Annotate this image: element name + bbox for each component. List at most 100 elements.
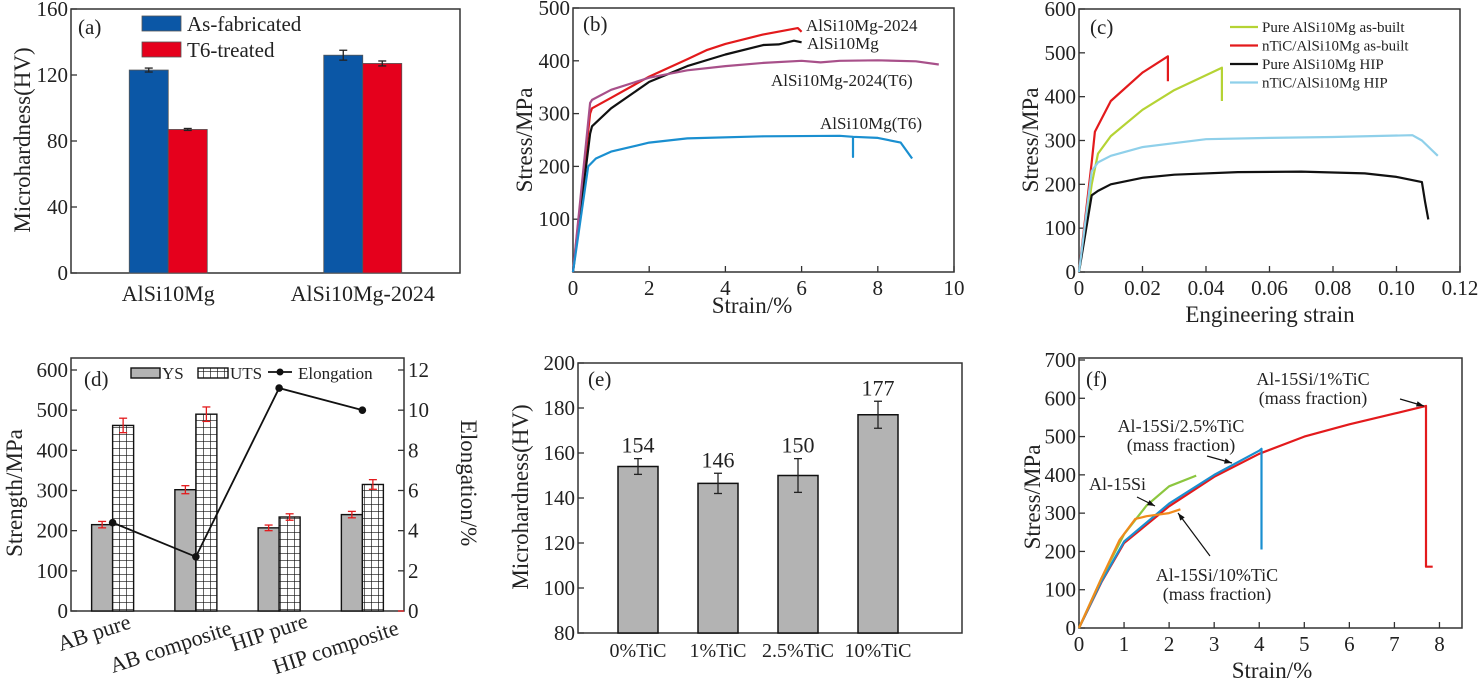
y-tick-label: 300: [539, 102, 571, 126]
arrow-head: [1147, 500, 1155, 506]
data-label: 146: [702, 447, 735, 472]
x-tick-label: 4: [1254, 632, 1265, 656]
x-tick-label: 5: [1299, 632, 1310, 656]
y-tick-label: 400: [539, 49, 571, 73]
y-tick-label: 140: [544, 486, 576, 510]
y-tick-label: 100: [1045, 216, 1077, 240]
x-tick-label: 8: [1434, 632, 1445, 656]
x-tick-label: 0.06: [1251, 276, 1288, 300]
curve-label: Al-15Si/1%TiC: [1256, 369, 1369, 389]
panel-label: (a): [78, 15, 101, 39]
bar-uts: [278, 516, 301, 612]
legend-label: As-fabricated: [187, 12, 302, 36]
y2-tick-label: 10: [408, 398, 429, 422]
curve-label: AlSi10Mg-2024: [806, 16, 918, 35]
x-axis-label: Strain/%: [712, 293, 793, 318]
x-tick-label: 0.02: [1124, 276, 1161, 300]
elongation-line: [112, 387, 363, 558]
bar: [777, 474, 819, 634]
bar-ys: [90, 523, 114, 612]
bar: [697, 482, 739, 634]
y2-tick-label: 6: [408, 479, 419, 503]
curve-label: AlSi10Mg-2024(T6): [771, 71, 913, 90]
y-tick-label: 300: [1045, 129, 1077, 153]
data-label: 154: [622, 433, 655, 458]
y-axis-label: Stress/MPa: [512, 88, 537, 193]
x-category-label: 10%TiC: [844, 640, 911, 662]
y-tick-label: 0: [58, 261, 69, 285]
y2-tick-label: 8: [408, 438, 419, 462]
x-tick-label: 0: [1074, 276, 1085, 300]
legend-label: YS: [162, 364, 184, 383]
x-tick-label: 0: [1074, 632, 1085, 656]
arrow-head: [1416, 401, 1424, 407]
legend-label: nTiC/AlSi10Mg HIP: [1262, 76, 1388, 92]
bar-t6-treated: [362, 63, 403, 274]
y-tick-label: 100: [544, 576, 576, 600]
series-line-3: [1077, 170, 1430, 273]
x-tick-label: 0.04: [1188, 276, 1225, 300]
legend-label: Pure AlSi10Mg HIP: [1262, 57, 1384, 73]
elongation-point: [192, 552, 200, 561]
y-tick-label: 600: [1045, 0, 1077, 21]
panel-a-microhardness-bar-chart: 0 40 80 120 160 (a) Microhardness(HV) AlSi10Mg A…: [10, 0, 461, 306]
y-tick-label: 400: [1045, 463, 1077, 487]
y-tick-label: 100: [539, 207, 571, 231]
series-line-2: [1077, 55, 1169, 273]
bar-ys: [340, 513, 364, 612]
bar-uts: [111, 424, 135, 612]
plot-frame: [1078, 357, 1463, 629]
curve-note: (mass fraction): [1163, 584, 1271, 605]
legend-swatch-uts: [197, 367, 229, 379]
y-tick-label: 200: [544, 351, 576, 375]
x-category-label: AlSi10Mg: [122, 281, 215, 306]
x-category-label: 0%TiC: [609, 640, 666, 662]
x-tick-label: 0.12: [1442, 276, 1479, 300]
bar-uts: [195, 413, 218, 612]
y-tick-label: 300: [1045, 501, 1077, 525]
legend-label: Elongation: [298, 364, 373, 383]
y-tick-label: 0: [58, 599, 69, 623]
y-tick-label: 200: [1045, 539, 1077, 563]
bar-as-fabricated: [128, 69, 169, 274]
x-axis-label: Strain/%: [1232, 658, 1313, 679]
legend-marker-elongation: [276, 368, 284, 376]
curve-label: Al-15Si: [1089, 474, 1146, 494]
x-tick-label: 6: [1344, 632, 1355, 656]
x-tick-label: 7: [1389, 632, 1400, 656]
data-label: 150: [782, 433, 815, 458]
y-axis-label: Stress/MPa: [1020, 445, 1045, 550]
plot-frame: [572, 7, 955, 273]
y-tick-label: 180: [544, 396, 576, 420]
x-tick-label: 10: [944, 276, 965, 300]
y2-tick-label: 4: [408, 519, 419, 543]
x-tick-label: 0.10: [1378, 276, 1415, 300]
x-tick-label: 3: [1209, 632, 1220, 656]
y-tick-label: 160: [37, 0, 69, 21]
arrow-head: [1178, 513, 1185, 521]
elongation-point: [108, 518, 117, 527]
panel-label: (d): [84, 367, 109, 391]
panel-label: (e): [588, 367, 611, 391]
series-line-4: [1077, 134, 1439, 273]
panel-d-strength-elongation-chart: 0 100 200 300 400 500 600 (d) Strength/MPa 0 2 4 6 8 1…: [2, 357, 481, 679]
x-axis-label: Engineering strain: [1185, 302, 1355, 327]
plot-frame: [70, 357, 405, 612]
y-tick-label: 500: [1045, 41, 1077, 65]
elongation-point: [275, 384, 283, 392]
series-line-2: [1078, 447, 1263, 629]
curve-label: AlSi10Mg(T6): [820, 114, 922, 133]
y-tick-label: 160: [544, 441, 576, 465]
y2-tick-label: 12: [408, 358, 429, 382]
legend-swatch-ys: [130, 367, 161, 379]
series-line-1: [1077, 66, 1223, 273]
series-line-4: [1077, 508, 1181, 629]
curve-label: Al-15Si/2.5%TiC: [1118, 416, 1245, 436]
x-tick-label: 8: [873, 276, 884, 300]
y2-tick-label: 2: [408, 559, 419, 583]
y-tick-label: 400: [1045, 85, 1077, 109]
y-tick-label: 300: [37, 479, 69, 503]
y-tick-label: 600: [1045, 386, 1077, 410]
y2-tick-label: 0: [408, 599, 419, 623]
